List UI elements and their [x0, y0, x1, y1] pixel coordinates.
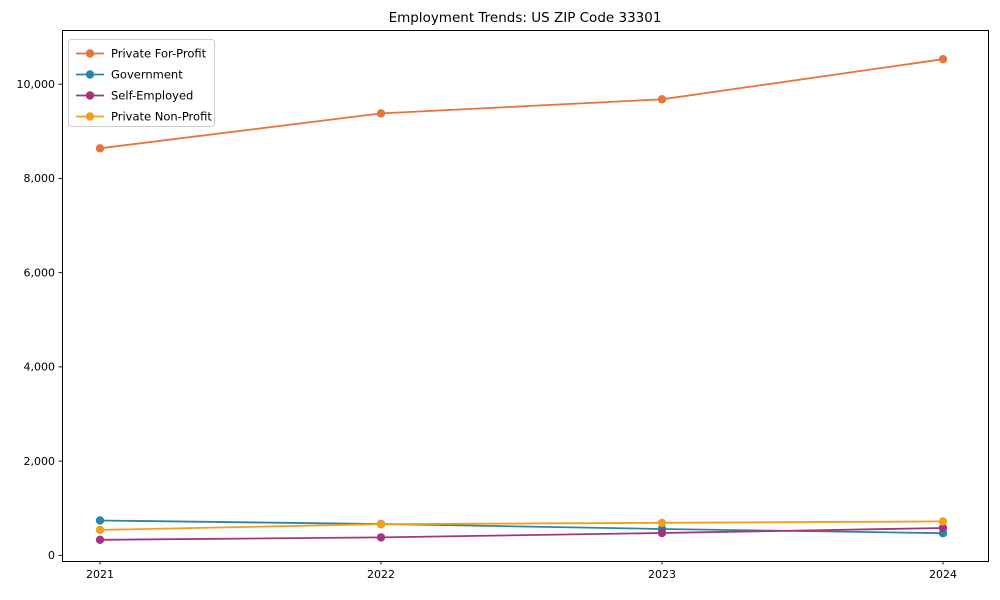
chart-title: Employment Trends: US ZIP Code 33301	[389, 10, 662, 26]
legend-marker-icon	[85, 91, 95, 100]
y-tick-label: 0	[48, 549, 55, 562]
legend: Private For-Profit Government Self-Employe…	[68, 39, 215, 127]
y-tick-label: 6,000	[24, 266, 56, 279]
legend-item-label: Private For-Profit	[111, 47, 207, 61]
data-point	[938, 517, 948, 526]
legend-marker-icon	[85, 49, 95, 58]
data-point	[376, 520, 386, 529]
data-point	[376, 533, 386, 542]
y-tick-label: 8,000	[24, 172, 56, 185]
legend-item-label: Government	[111, 68, 183, 82]
legend-item-label: Self-Employed	[111, 89, 193, 103]
data-point	[376, 109, 386, 118]
data-point	[95, 535, 105, 544]
series-line-3	[99, 520, 944, 531]
y-tick-label: 10,000	[17, 78, 56, 91]
y-tick-label: 4,000	[24, 361, 56, 374]
x-tick-label: 2022	[367, 568, 395, 581]
x-tick-label: 2023	[648, 568, 676, 581]
series-line-0	[99, 58, 944, 150]
legend-marker-icon	[85, 70, 95, 79]
data-point	[938, 523, 948, 533]
data-point	[95, 525, 105, 535]
legend-marker-icon	[85, 112, 95, 121]
series-line-2	[99, 527, 944, 541]
data-point	[938, 55, 948, 64]
legend-box	[68, 39, 215, 127]
x-tick-label: 2024	[929, 568, 957, 581]
x-tick-label: 2021	[86, 568, 114, 581]
data-point	[657, 518, 667, 527]
data-point	[95, 516, 105, 525]
data-point	[657, 528, 667, 538]
legend-item-label: Private Non-Profit	[111, 110, 212, 124]
plot-frame	[62, 30, 989, 562]
data-point	[95, 144, 105, 153]
y-tick-label: 2,000	[24, 455, 56, 468]
data-point	[657, 95, 667, 104]
